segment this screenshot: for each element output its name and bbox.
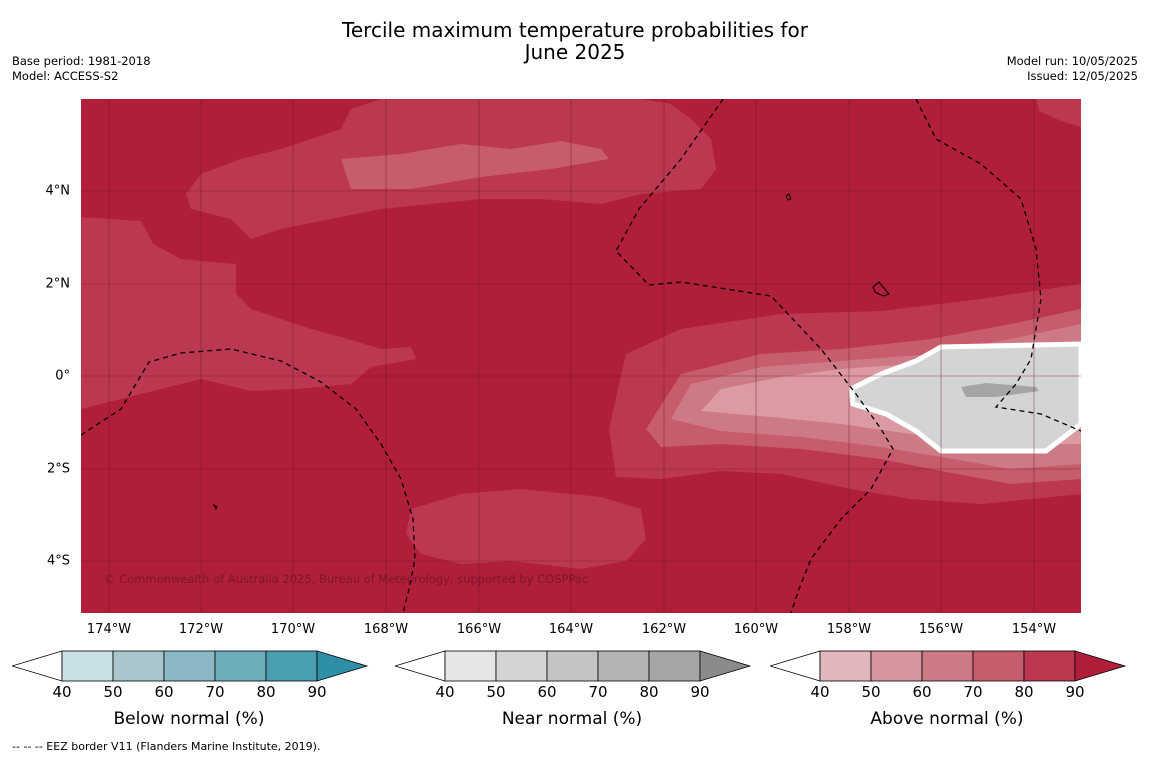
- island-jarvis: [872, 281, 890, 297]
- contour-near-80: [961, 383, 1039, 397]
- colorbar-segment: [597, 650, 650, 682]
- legend-tick: 90: [1065, 683, 1085, 701]
- eez-borders: [81, 99, 1081, 613]
- model-name: Model: ACCESS-S2: [12, 69, 119, 83]
- colorbar-segment: [972, 650, 1025, 682]
- probability-map: [81, 99, 1081, 613]
- legend-tick: 80: [639, 683, 659, 701]
- island-southwest: [212, 503, 218, 511]
- island-north: [785, 193, 792, 201]
- legend-tick: 70: [205, 683, 225, 701]
- legend-near-normal: 40 50 60 70 80 90 Near normal (%): [393, 650, 753, 729]
- lon-label: 158°W: [826, 622, 872, 637]
- colorbar-below: [10, 650, 369, 682]
- lon-label: 172°W: [178, 622, 224, 637]
- legend-tick: 70: [963, 683, 983, 701]
- legend-tick: 70: [588, 683, 608, 701]
- lon-label: 162°W: [641, 622, 687, 637]
- colorbar-segment: [870, 650, 923, 682]
- contour-above-80-northwest: [81, 217, 416, 409]
- map-copyright: © Commonwealth of Australia 2025, Bureau…: [104, 572, 589, 586]
- colorbar-segment: [495, 650, 548, 682]
- colorbar-max-arrow: [316, 650, 369, 682]
- title-line-2: June 2025: [524, 40, 626, 64]
- graticule: [81, 99, 1081, 613]
- lat-label: 4°S: [46, 553, 70, 569]
- lon-label: 166°W: [456, 622, 502, 637]
- title-line-1: Tercile maximum temperature probabilitie…: [342, 18, 808, 42]
- legend-tick: 40: [52, 683, 72, 701]
- chart-title: Tercile maximum temperature probabilitie…: [0, 19, 1150, 63]
- legend-tick: 40: [435, 683, 455, 701]
- colorbar-segment: [1023, 650, 1076, 682]
- lat-label: 2°N: [45, 276, 71, 292]
- colorbar-max-arrow: [699, 650, 752, 682]
- legend-tick: 50: [103, 683, 123, 701]
- legend-tick: 60: [537, 683, 557, 701]
- colorbar-segment: [444, 650, 497, 682]
- legend-tick: 80: [1014, 683, 1034, 701]
- legend-title: Near normal (%): [501, 709, 643, 729]
- legend-above-normal: 40 50 60 70 80 90 Above normal (%): [768, 650, 1128, 729]
- lon-label: 164°W: [548, 622, 594, 637]
- model-run: Model run: 10/05/2025: [1006, 54, 1138, 68]
- colorbar-segment: [265, 650, 318, 682]
- legend-tick: 60: [154, 683, 174, 701]
- colorbar-segment: [112, 650, 165, 682]
- legend-tick: 60: [912, 683, 932, 701]
- legend-title: Below normal (%): [113, 709, 265, 729]
- colorbar-segment: [163, 650, 216, 682]
- meta-right: Model run: 10/05/2025 Issued: 12/05/2025: [1007, 54, 1138, 84]
- legend-tick: 90: [690, 683, 710, 701]
- legend-tick: 40: [810, 683, 830, 701]
- contour-above-70-north: [341, 141, 609, 189]
- colorbar-near: [393, 650, 752, 682]
- lon-label: 170°W: [270, 622, 316, 637]
- lat-label: 4°N: [45, 183, 71, 199]
- contour-above-80-northeast: [1036, 99, 1081, 127]
- issued-date: Issued: 12/05/2025: [1027, 69, 1138, 83]
- legend-tick: 50: [861, 683, 881, 701]
- colorbar-segment: [61, 650, 114, 682]
- legend-below-normal: 40 50 60 70 80 90 Below normal (%): [10, 650, 370, 729]
- colorbar-min-arrow: [10, 650, 63, 682]
- legend-tick: 50: [486, 683, 506, 701]
- colorbar-segment: [546, 650, 599, 682]
- colorbar-segment: [921, 650, 974, 682]
- colorbar-above: [768, 650, 1127, 682]
- base-period: Base period: 1981-2018: [12, 54, 151, 68]
- lon-label: 154°W: [1011, 622, 1057, 637]
- colorbar-min-arrow: [768, 650, 821, 682]
- legend-tick: 90: [307, 683, 327, 701]
- colorbar-segment: [214, 650, 267, 682]
- eez-footnote: -- -- -- EEZ border V11 (Flanders Marine…: [12, 740, 321, 753]
- legend-tick: 80: [256, 683, 276, 701]
- lon-label: 156°W: [918, 622, 964, 637]
- colorbar-segment: [819, 650, 872, 682]
- legend-title: Above normal (%): [870, 709, 1024, 729]
- lat-label: 0°: [55, 368, 70, 384]
- map-panel[interactable]: [81, 99, 1081, 613]
- lon-label: 160°W: [733, 622, 779, 637]
- lat-label: 2°S: [46, 461, 70, 477]
- lon-label: 174°W: [86, 622, 132, 637]
- colorbar-max-arrow: [1074, 650, 1127, 682]
- colorbar-segment: [648, 650, 701, 682]
- lon-label: 168°W: [363, 622, 409, 637]
- colorbar-min-arrow: [393, 650, 446, 682]
- contour-above-80-south: [406, 489, 646, 569]
- islands: [212, 193, 890, 511]
- meta-left: Base period: 1981-2018 Model: ACCESS-S2: [12, 54, 151, 84]
